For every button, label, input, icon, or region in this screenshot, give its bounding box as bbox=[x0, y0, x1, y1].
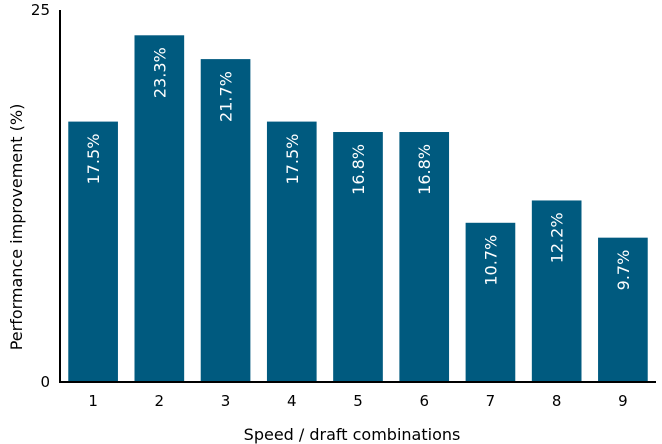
x-tick-label-1: 1 bbox=[88, 392, 98, 410]
x-tick-label-5: 5 bbox=[353, 392, 363, 410]
x-tick-label-8: 8 bbox=[552, 392, 562, 410]
bar-data-label-6: 16.8% bbox=[415, 144, 434, 195]
y-tick-label-0: 0 bbox=[40, 373, 50, 391]
bar-7 bbox=[465, 222, 516, 382]
x-tick-label-2: 2 bbox=[155, 392, 165, 410]
bar-2 bbox=[134, 35, 185, 383]
x-tick-label-6: 6 bbox=[419, 392, 429, 410]
bar-1 bbox=[68, 121, 118, 382]
x-tick-label-7: 7 bbox=[486, 392, 496, 410]
y-tick-labels: 0 25 bbox=[31, 1, 50, 391]
x-tick-label-3: 3 bbox=[221, 392, 231, 410]
bar-data-label-7: 10.7% bbox=[481, 235, 500, 286]
x-axis-title: Speed / draft combinations bbox=[244, 425, 461, 444]
bar-6 bbox=[399, 132, 450, 382]
bar-data-label-4: 17.5% bbox=[283, 134, 302, 185]
bar-3 bbox=[200, 59, 251, 382]
y-axis-title: Performance improvement (%) bbox=[7, 104, 26, 351]
bar-5 bbox=[333, 132, 383, 382]
bar-data-label-1: 17.5% bbox=[84, 134, 103, 185]
y-tick-label-25: 25 bbox=[31, 1, 50, 19]
bar-8 bbox=[531, 200, 582, 382]
bar-data-label-2: 23.3% bbox=[150, 47, 169, 98]
bar-data-label-3: 21.7% bbox=[217, 71, 236, 122]
bar-data-label-9: 9.7% bbox=[614, 250, 633, 291]
x-tick-label-4: 4 bbox=[287, 392, 297, 410]
bars-group bbox=[68, 35, 648, 383]
bar-labels-group: 17.5% 23.3% 21.7% 17.5% 16.8% 16.8% 10.7% 12.2%… bbox=[84, 47, 633, 290]
bar-4 bbox=[266, 121, 317, 382]
x-tick-labels: 1 2 3 4 5 6 7 8 9 bbox=[88, 392, 627, 410]
bar-data-label-8: 12.2% bbox=[548, 212, 567, 263]
x-tick-label-9: 9 bbox=[618, 392, 628, 410]
bar-data-label-5: 16.8% bbox=[349, 144, 368, 195]
bar-9 bbox=[598, 237, 648, 382]
